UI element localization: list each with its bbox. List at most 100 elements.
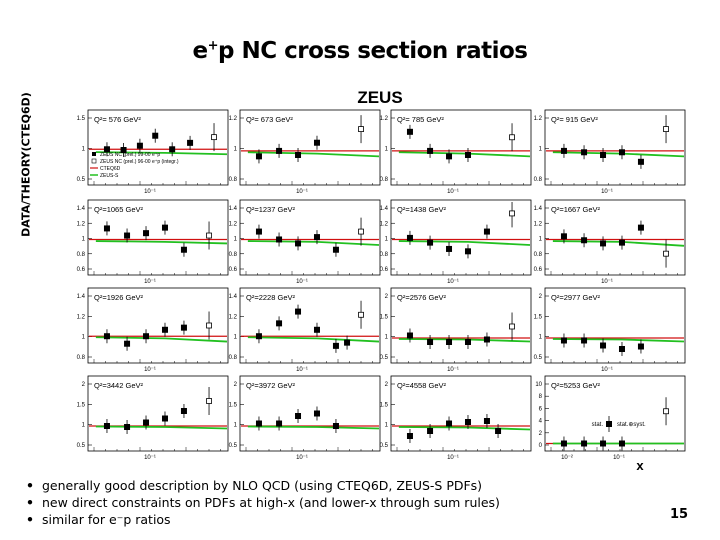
legend-entry: ZEUS NC (prel.) 99-00 e⁺p: [100, 152, 160, 158]
error-legend-marker: [606, 421, 612, 427]
panel: 10 8 6 4 2 0 10⁻² 10⁻¹ Q²=5253 GeV²: [535, 375, 686, 461]
data-point: [295, 152, 302, 158]
zeus-s-line: [95, 425, 228, 430]
panel-q2-label: Q²=1438 GeV²: [397, 205, 446, 214]
data-point: [103, 423, 110, 429]
zeus-s-line: [398, 151, 531, 158]
y-tick-label: 0.6: [534, 267, 543, 273]
data-point: [313, 234, 320, 241]
open-data-point: [206, 232, 212, 239]
panel-frame: [239, 287, 381, 364]
data-point: [255, 333, 262, 340]
zeus-s-line: [247, 151, 380, 158]
panel-frame: [544, 199, 686, 276]
zeus-s-line: [95, 151, 228, 156]
y-tick-label: 1.2: [229, 116, 238, 122]
panel-q2-label: Q²=3442 GeV²: [94, 381, 143, 390]
y-tick-label: 2: [82, 382, 86, 388]
x-tick-label: 10⁻²: [561, 455, 573, 461]
data-point: [495, 428, 502, 434]
data-point: [295, 308, 302, 315]
y-tick-label: 1: [539, 147, 543, 153]
y-tick-label: 0.5: [380, 355, 389, 361]
y-tick-label: 0.6: [77, 267, 86, 273]
panel-frame: [87, 199, 229, 276]
panel-frame: [239, 375, 381, 452]
data-point: [332, 423, 339, 429]
data-point: [313, 410, 320, 417]
data-point: [446, 245, 453, 252]
legend-marker-data: [92, 152, 96, 156]
y-tick-label: 1: [234, 147, 238, 153]
bullet-list: generally good description by NLO QCD (u…: [26, 477, 500, 528]
data-point: [600, 152, 607, 158]
ratio-figure: ZEUS 1.5 1 0.5 10⁻¹ Q²= 576 GeV² 1.2 1 0.8 10⁻¹ Q²…: [77, 88, 686, 473]
y-tick-label: 1.2: [534, 116, 543, 122]
panel-q2-label: Q²=2977 GeV²: [551, 293, 600, 302]
panel: 2 1.5 1 0.5 10⁻¹ Q²=2576 GeV²: [380, 287, 532, 373]
x-tick-label: 10⁻¹: [447, 455, 459, 461]
y-tick-label: 2: [385, 294, 389, 300]
y-tick-label: 0.8: [229, 252, 238, 258]
y-tick-label: 8: [539, 394, 543, 400]
data-point: [124, 424, 131, 430]
page-number: 15: [670, 507, 689, 522]
data-point: [637, 224, 644, 231]
y-tick-label: 1.5: [77, 402, 86, 408]
panel-frame: [544, 287, 686, 364]
y-tick-label: 1.2: [229, 314, 238, 320]
panel-q2-label: Q²=1065 GeV²: [94, 205, 143, 214]
panel-q2-label: Q²=5253 GeV²: [551, 381, 600, 390]
panel: 1.2 1 0.8 10⁻¹ Q²= 785 GeV²: [380, 109, 532, 195]
zeus-s-line: [398, 240, 531, 246]
y-tick-label: 0.5: [77, 443, 86, 449]
y-tick-label: 0.6: [380, 267, 389, 273]
legend-entry: CTEQ6D: [100, 166, 121, 172]
panel: 2 1.5 1 0.5 10⁻¹ Q²=4558 GeV²: [380, 375, 532, 461]
data-point: [152, 132, 159, 139]
data-point: [124, 340, 131, 347]
panel-frame: [390, 375, 532, 452]
x-tick-label: 10⁻¹: [296, 189, 308, 195]
panel: 1.4 1.2 1 0.8 0.6 10⁻¹ Q²=1438 GeV²: [380, 199, 532, 285]
y-tick-label: 0.5: [380, 443, 389, 449]
open-data-point: [509, 323, 515, 330]
y-tick-label: 0.5: [534, 355, 543, 361]
data-point: [276, 147, 283, 154]
y-tick-label: 1.2: [380, 221, 389, 227]
open-data-point: [509, 134, 515, 141]
panel-q2-label: Q²= 673 GeV²: [246, 115, 293, 124]
data-point: [446, 420, 453, 427]
panel: 2 1.5 1 0.5 10⁻¹ Q²=3442 GeV²: [77, 375, 229, 461]
panel-frame: [239, 109, 381, 186]
panel-frame: [239, 199, 381, 276]
panel-frame: [544, 375, 686, 452]
data-point: [169, 146, 176, 153]
data-point: [276, 420, 283, 427]
data-point: [406, 433, 413, 439]
experiment-label: ZEUS: [357, 88, 402, 107]
y-tick-label: 1.4: [380, 206, 389, 212]
data-point: [581, 440, 588, 447]
data-point: [332, 342, 339, 349]
data-point: [464, 339, 471, 345]
bullet-item: generally good description by NLO QCD (u…: [26, 477, 500, 494]
data-point: [103, 225, 110, 232]
zeus-s-line: [398, 426, 531, 431]
data-point: [427, 239, 434, 246]
x-tick-label: 10⁻¹: [613, 455, 625, 461]
x-tick-label: 10⁻¹: [296, 455, 308, 461]
data-point: [180, 408, 187, 414]
y-tick-label: 0.8: [229, 177, 238, 183]
y-tick-label: 1.4: [77, 206, 86, 212]
data-point: [600, 342, 607, 349]
data-point: [618, 346, 625, 352]
data-point: [560, 337, 567, 344]
data-point: [406, 234, 413, 241]
open-data-point: [358, 311, 364, 318]
y-tick-label: 1.4: [77, 294, 86, 300]
data-point: [143, 230, 150, 237]
error-legend-syst: stat.⊕syst.: [617, 422, 646, 428]
panel-frame: [87, 109, 229, 186]
y-tick-label: 0.5: [229, 443, 238, 449]
